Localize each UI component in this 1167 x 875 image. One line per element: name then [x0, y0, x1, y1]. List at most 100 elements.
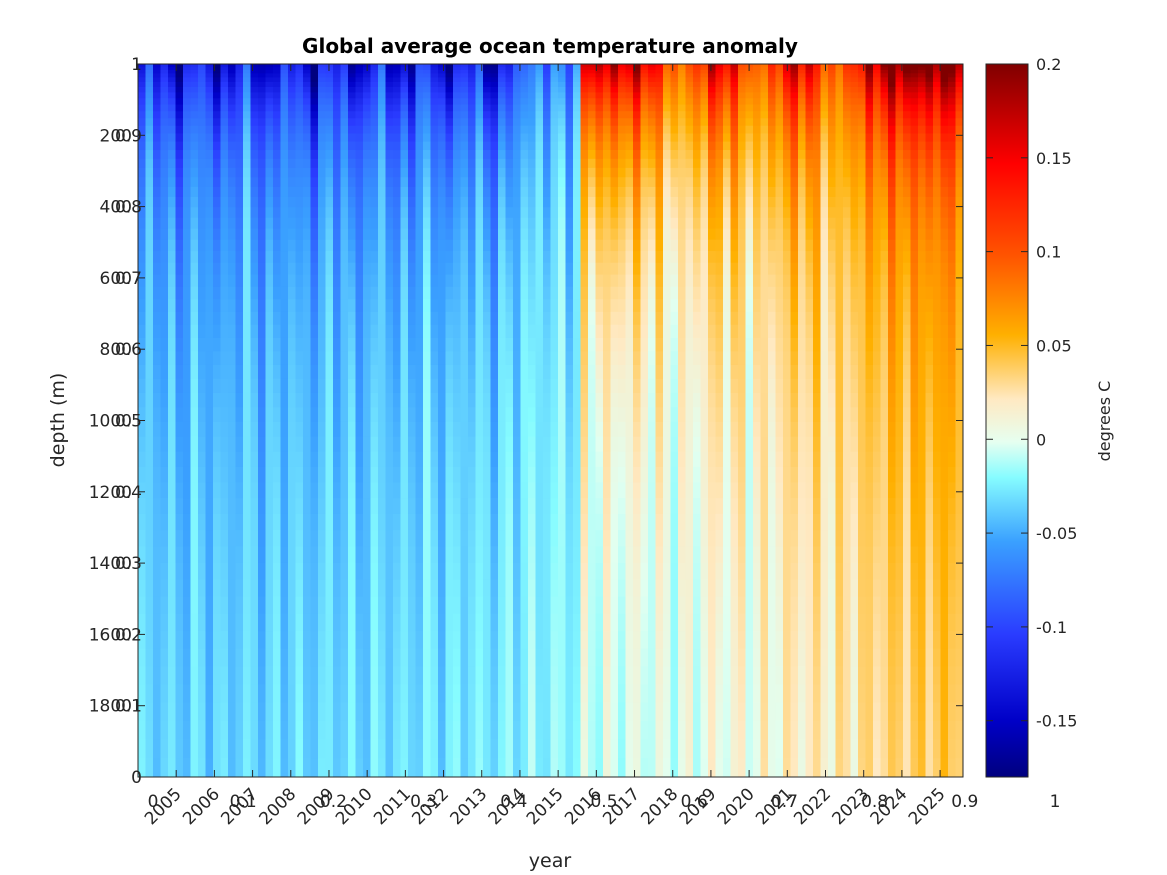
heatmap-cell: [385, 111, 394, 119]
heatmap-cell: [663, 530, 672, 547]
heatmap-cell: [588, 77, 597, 83]
heatmap-cell: [573, 648, 582, 667]
heatmap-cell: [423, 158, 432, 169]
heatmap-cell: [295, 299, 304, 313]
heatmap-cell: [580, 262, 589, 276]
heatmap-cell: [370, 196, 379, 208]
heatmap-cell: [378, 324, 387, 339]
heatmap-cell: [655, 324, 664, 339]
heatmap-cell: [640, 64, 649, 66]
heatmap-cell: [363, 482, 372, 499]
heatmap-cell: [378, 351, 387, 366]
heatmap-cell: [460, 648, 469, 667]
heatmap-cell: [228, 196, 237, 208]
heatmap-cell: [445, 65, 454, 68]
heatmap-cell: [453, 274, 462, 288]
heatmap-cell: [400, 77, 409, 83]
heatmap-cell: [235, 239, 244, 252]
heatmap-cell: [138, 262, 147, 276]
heatmap-cell: [535, 466, 544, 484]
heatmap-cell: [693, 262, 702, 276]
heatmap-cell: [175, 596, 184, 615]
heatmap-cell: [250, 513, 259, 531]
heatmap-cell: [348, 228, 357, 241]
heatmap-cell: [190, 407, 199, 423]
heatmap-cell: [543, 186, 552, 198]
heatmap-cell: [513, 141, 522, 151]
heatmap-cell: [520, 407, 529, 423]
heatmap-cell: [498, 530, 507, 547]
heatmap-cell: [618, 228, 627, 241]
heatmap-cell: [288, 579, 297, 598]
heatmap-cell: [460, 67, 469, 71]
heatmap-cell: [580, 92, 589, 99]
heatmap-cell: [663, 239, 672, 252]
heatmap-cell: [325, 286, 334, 300]
heatmap-cell: [633, 158, 642, 169]
heatmap-cell: [333, 73, 342, 78]
heatmap-cell: [468, 513, 477, 531]
heatmap-cell: [625, 579, 634, 598]
heatmap-cell: [168, 579, 177, 598]
heatmap-cell: [723, 150, 732, 160]
heatmap-cell: [318, 207, 327, 219]
heatmap-cell: [513, 351, 522, 366]
heatmap-cell: [745, 125, 754, 135]
heatmap-cell: [205, 436, 214, 453]
heatmap-cell: [663, 482, 672, 499]
heatmap-cell: [730, 436, 739, 453]
heatmap-cell: [205, 530, 214, 547]
heatmap-cell: [385, 196, 394, 208]
heatmap-cell: [438, 64, 447, 66]
heatmap-cell: [490, 720, 499, 740]
heatmap-cell: [273, 141, 282, 151]
heatmap-cell: [423, 702, 432, 722]
heatmap-cell: [370, 436, 379, 453]
heatmap-cell: [160, 530, 169, 547]
heatmap-cell: [460, 158, 469, 169]
heatmap-cell: [460, 98, 469, 106]
heatmap-cell: [498, 207, 507, 219]
heatmap-cell: [243, 111, 252, 119]
heatmap-cell: [580, 150, 589, 160]
heatmap-cell: [700, 702, 709, 722]
heatmap-cell: [423, 81, 432, 88]
heatmap-cell: [228, 702, 237, 722]
heatmap-cell: [723, 324, 732, 339]
heatmap-cell: [213, 150, 222, 160]
heatmap-cell: [468, 596, 477, 615]
heatmap-cell: [633, 133, 642, 143]
heatmap-cell: [280, 207, 289, 219]
heatmap-cell: [288, 562, 297, 581]
heatmap-cell: [183, 64, 192, 66]
heatmap-cell: [265, 324, 274, 339]
heatmap-cell: [160, 407, 169, 423]
heatmap-cell: [505, 613, 514, 632]
heatmap-cell: [363, 141, 372, 151]
heatmap-cell: [438, 286, 447, 300]
heatmap-cell: [490, 77, 499, 83]
heatmap-cell: [535, 141, 544, 151]
heatmap-cell: [145, 684, 154, 704]
heatmap-cell: [483, 579, 492, 598]
heatmap-cell: [430, 92, 439, 99]
heatmap-cell: [520, 684, 529, 704]
heatmap-cell: [528, 65, 537, 68]
heatmap-cell: [580, 81, 589, 88]
heatmap-cell: [490, 337, 499, 352]
heatmap-cell: [430, 228, 439, 241]
heatmap-cell: [400, 299, 409, 313]
heatmap-cell: [498, 286, 507, 300]
heatmap-cell: [348, 207, 357, 219]
heatmap-cell: [183, 158, 192, 169]
heatmap-cell: [213, 702, 222, 722]
heatmap-cell: [333, 125, 342, 135]
heatmap-cell: [153, 311, 162, 326]
heatmap-cell: [513, 65, 522, 68]
heatmap-cell: [310, 451, 319, 468]
heatmap-cell: [265, 251, 274, 264]
heatmap-cell: [445, 67, 454, 71]
heatmap-cell: [678, 125, 687, 135]
heatmap-cell: [730, 92, 739, 99]
heatmap-cell: [573, 158, 582, 169]
